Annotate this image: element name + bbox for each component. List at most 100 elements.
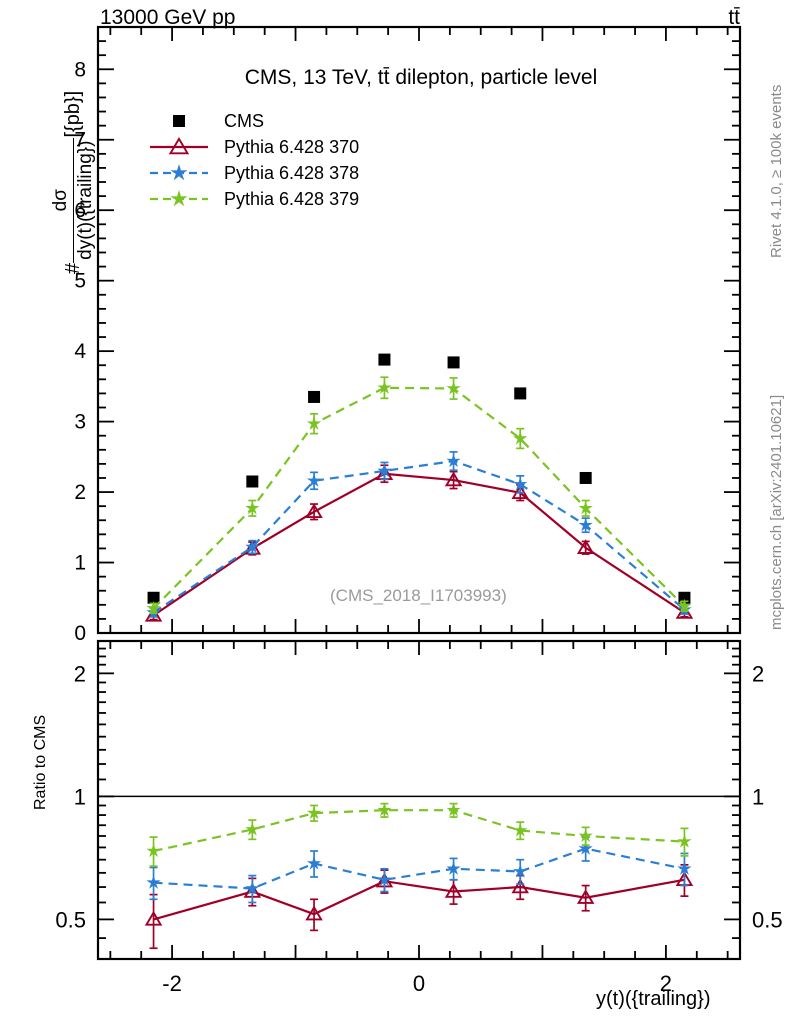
data-point	[578, 500, 593, 515]
data-point	[579, 471, 592, 484]
legend-item-2[interactable]: Pythia 6.428 378	[148, 160, 359, 186]
axis-tick-label: 5	[74, 270, 86, 293]
data-point	[578, 841, 593, 855]
data-point	[308, 390, 321, 403]
axis-tick-label: 2	[660, 971, 672, 996]
series-cms	[147, 353, 691, 604]
data-point	[514, 387, 527, 400]
data-point	[146, 875, 161, 889]
beam-label: 13000 GeV pp	[100, 6, 236, 29]
plot-title: CMS, 13 TeV, tt̄ dilepton, particle leve…	[245, 66, 598, 89]
data-point	[513, 431, 528, 445]
data-point	[444, 882, 463, 898]
data-point	[305, 503, 323, 519]
axis-tick-label: 8	[74, 58, 86, 81]
data-point	[144, 606, 163, 622]
legend-label: Pythia 6.428 378	[224, 162, 360, 183]
axis-tick-label: 1	[752, 784, 764, 809]
series-pythia-6-428-378	[146, 836, 692, 904]
data-point	[173, 115, 185, 127]
data-point	[446, 861, 461, 875]
data-point	[245, 821, 260, 836]
data-point	[306, 805, 322, 820]
series-line	[153, 809, 685, 853]
legend-label: Pythia 6.428 370	[224, 136, 360, 157]
data-point	[305, 905, 323, 921]
data-point	[245, 881, 260, 895]
legend-item-0[interactable]: CMS	[148, 108, 359, 134]
axis-tick-label: 0.5	[752, 907, 783, 932]
data-point	[306, 473, 322, 487]
watermark-label: (CMS_2018_I1703993)	[330, 586, 507, 605]
data-point	[170, 164, 188, 181]
legend: CMS Pythia 6.428 370 Pythia 6.428 378 Pythi…	[148, 108, 359, 212]
data-point	[447, 356, 460, 369]
data-point	[147, 591, 160, 604]
axis-tick-label: 6	[74, 199, 86, 222]
data-point	[444, 471, 463, 487]
series-line	[153, 847, 685, 890]
process-label: tt̄	[728, 6, 740, 29]
data-point	[146, 843, 161, 858]
legend-label: CMS	[224, 110, 264, 131]
series-pythia-6-428-379	[146, 376, 692, 615]
series-line	[153, 878, 685, 921]
axis-tick-label: 0	[74, 622, 86, 645]
legend-marker-square-icon	[173, 115, 185, 127]
axis-tick-label: 7	[74, 129, 86, 152]
axis-tick-label: 2	[74, 481, 86, 504]
data-point	[578, 517, 593, 532]
data-point	[446, 380, 461, 395]
data-point	[513, 863, 528, 878]
axis-tick-label: 3	[74, 411, 86, 434]
data-point	[576, 889, 595, 904]
axis-tick-label: 1	[74, 552, 86, 575]
axis-tick-label: 2	[752, 661, 764, 686]
data-point	[306, 856, 322, 870]
data-point	[446, 453, 461, 468]
legend-item-1[interactable]: Pythia 6.428 370	[148, 134, 359, 160]
data-point	[377, 380, 392, 394]
data-point	[245, 539, 260, 554]
data-point	[306, 416, 322, 430]
data-point	[677, 598, 692, 613]
axis-tick-label: 0.5	[55, 907, 86, 932]
series-pythia-6-428-379	[146, 802, 692, 867]
series-line	[152, 472, 686, 617]
legend-item-3[interactable]: Pythia 6.428 379	[148, 186, 359, 212]
data-point	[513, 476, 528, 491]
data-point	[168, 137, 190, 155]
legend-label: Pythia 6.428 379	[224, 188, 360, 209]
data-point	[446, 802, 461, 817]
x-axis-title: y(t)({trailing})	[596, 988, 711, 1010]
legend-marker-star-icon	[150, 190, 208, 207]
data-point	[513, 823, 528, 837]
series-pythia-6-428-378	[146, 451, 692, 619]
data-point	[576, 539, 595, 554]
data-point	[377, 872, 392, 886]
series-line	[152, 386, 686, 610]
legend-marker-star-icon	[150, 164, 208, 181]
data-point	[377, 802, 392, 817]
data-point	[677, 861, 692, 875]
ratio-plot-frame	[96, 639, 742, 961]
data-point	[578, 828, 593, 843]
data-point	[144, 910, 163, 926]
data-point	[677, 834, 692, 848]
legend-marker-triangle-open-icon	[150, 137, 208, 155]
axis-tick-label: -2	[162, 971, 182, 996]
data-point	[378, 353, 391, 366]
data-point	[170, 190, 188, 207]
data-point	[246, 475, 259, 488]
axis-tick-label: 0	[413, 971, 425, 996]
axis-tick-label: 1	[74, 784, 86, 809]
data-point	[377, 463, 392, 477]
data-point	[511, 878, 529, 894]
axis-tick-label: 4	[74, 340, 86, 363]
axis-tick-label: 2	[74, 661, 86, 686]
data-point	[146, 600, 161, 615]
series-pythia-6-428-370	[144, 863, 694, 950]
data-point	[245, 500, 260, 515]
